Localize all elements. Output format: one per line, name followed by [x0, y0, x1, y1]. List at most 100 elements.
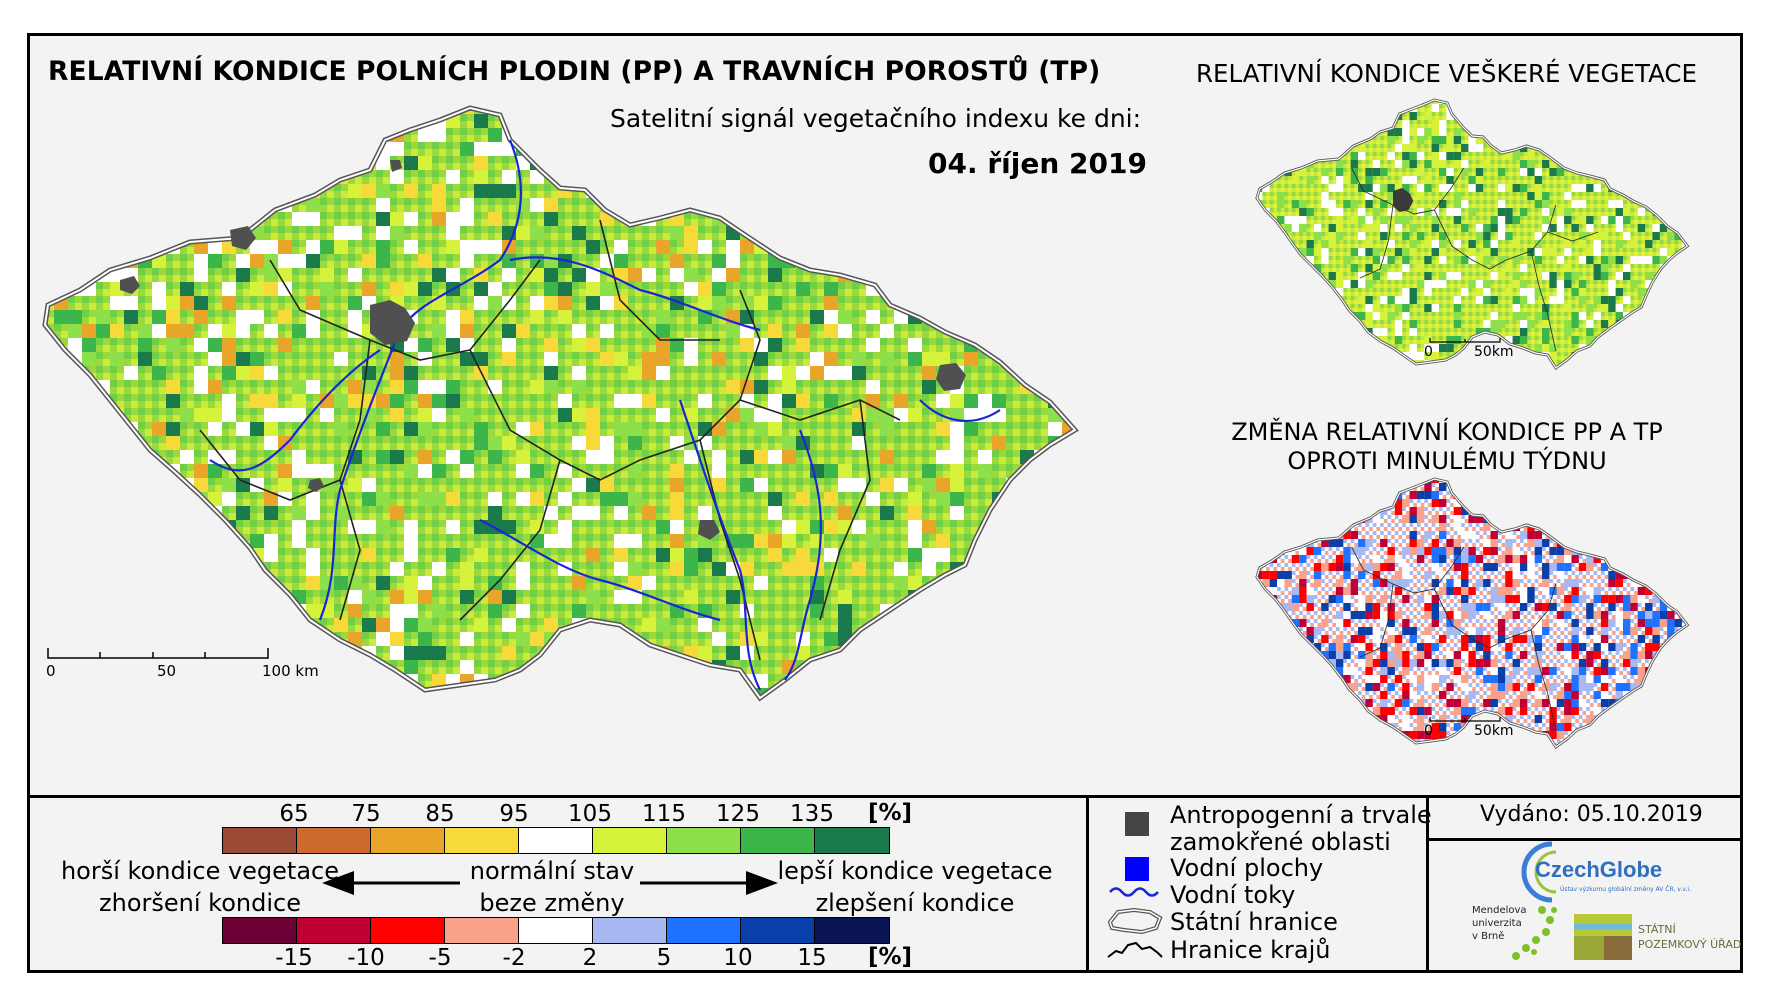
map-pixel [1453, 723, 1462, 731]
condition-tick: 75 [351, 801, 381, 827]
map-pixel [1453, 240, 1462, 248]
map-pixel [1645, 643, 1653, 651]
map-pixel [1534, 168, 1543, 176]
map-pixel [404, 282, 418, 296]
map-pixel [1623, 627, 1631, 635]
map-pixel [334, 226, 348, 240]
map-pixel [1291, 699, 1300, 707]
map-pixel [712, 254, 726, 268]
map-pixel [1321, 667, 1329, 675]
map-pixel [1674, 579, 1682, 587]
map-pixel [1512, 579, 1520, 587]
map-pixel [1600, 232, 1609, 240]
map-pixel [1306, 272, 1314, 280]
map-pixel [894, 184, 908, 198]
map-pixel [628, 534, 642, 548]
map-pixel [166, 632, 180, 646]
map-pixel [558, 296, 572, 310]
map-pixel [1652, 160, 1660, 168]
map-pixel [1681, 595, 1688, 603]
map-pixel [348, 590, 362, 604]
map-pixel [880, 702, 894, 716]
map-pixel [292, 464, 306, 478]
map-pixel [1674, 272, 1682, 280]
condition-swatch [592, 828, 667, 853]
map-pixel [1048, 240, 1062, 254]
map-pixel [1269, 232, 1278, 240]
map-pixel [1637, 699, 1646, 707]
map-pixel [1402, 312, 1410, 320]
map-pixel [1600, 264, 1609, 272]
map-pixel [110, 562, 124, 576]
map-pixel [1076, 338, 1090, 352]
map-pixel [1652, 100, 1660, 104]
map-pixel [670, 478, 684, 492]
map-pixel [1615, 643, 1623, 651]
map-pixel [1365, 483, 1373, 491]
map-pixel [1090, 198, 1104, 212]
map-pixel [1659, 691, 1668, 699]
map-pixel [432, 408, 446, 422]
map-pixel [1490, 272, 1498, 280]
map-pixel [1048, 464, 1062, 478]
map-pixel [950, 646, 964, 660]
map-pixel [1424, 280, 1432, 288]
map-pixel [670, 184, 684, 198]
map-pixel [1689, 659, 1696, 667]
map-pixel [1483, 547, 1491, 555]
map-pixel [1593, 731, 1601, 739]
map-pixel [1689, 667, 1696, 675]
map-pixel [1269, 723, 1278, 731]
map-pixel [180, 506, 194, 520]
map-pixel [1637, 739, 1646, 747]
map-pixel [754, 576, 768, 590]
map-pixel [1689, 635, 1696, 643]
condition-tick: 65 [279, 801, 309, 827]
map-pixel [1630, 651, 1638, 659]
map-pixel [754, 296, 768, 310]
map-pixel [544, 380, 558, 394]
map-pixel [1269, 691, 1278, 699]
map-pixel [1313, 483, 1322, 491]
map-pixel [642, 324, 656, 338]
map-pixel [1667, 280, 1675, 288]
map-pixel [460, 324, 474, 338]
map-pixel [1387, 715, 1395, 723]
map-pixel [1593, 112, 1601, 120]
map-pixel [852, 184, 866, 198]
map-pixel [1571, 739, 1579, 747]
map-pixel [1299, 112, 1307, 120]
map-pixel [1062, 114, 1075, 128]
map-pixel [726, 590, 740, 604]
map-pixel [82, 254, 96, 268]
map-pixel [1372, 603, 1381, 611]
map-pixel [642, 114, 656, 128]
map-pixel [1343, 120, 1351, 128]
map-pixel [348, 380, 362, 394]
map-pixel [1402, 264, 1410, 272]
map-pixel [1652, 288, 1660, 296]
map-pixel [1453, 587, 1462, 595]
map-pixel [908, 520, 922, 534]
map-pixel [922, 464, 936, 478]
map-pixel [1453, 515, 1462, 523]
map-pixel [1681, 723, 1688, 731]
map-pixel [376, 688, 390, 698]
change-tick: -2 [502, 945, 526, 971]
map-pixel [1667, 739, 1675, 747]
map-pixel [1483, 563, 1491, 571]
map-pixel [1623, 659, 1631, 667]
map-pixel [1542, 627, 1550, 635]
map-pixel [292, 450, 306, 464]
map-pixel [1519, 699, 1528, 707]
map-pixel [390, 366, 404, 380]
worse-label-line2: zhoršení kondice [99, 889, 301, 917]
map-pixel [1689, 739, 1696, 747]
map-pixel [782, 660, 796, 674]
map-pixel [1277, 515, 1285, 523]
map-pixel [1446, 112, 1454, 120]
map-pixel [194, 380, 208, 394]
map-pixel [1372, 707, 1381, 715]
map-pixel [1328, 595, 1336, 603]
map-pixel [1256, 264, 1263, 272]
